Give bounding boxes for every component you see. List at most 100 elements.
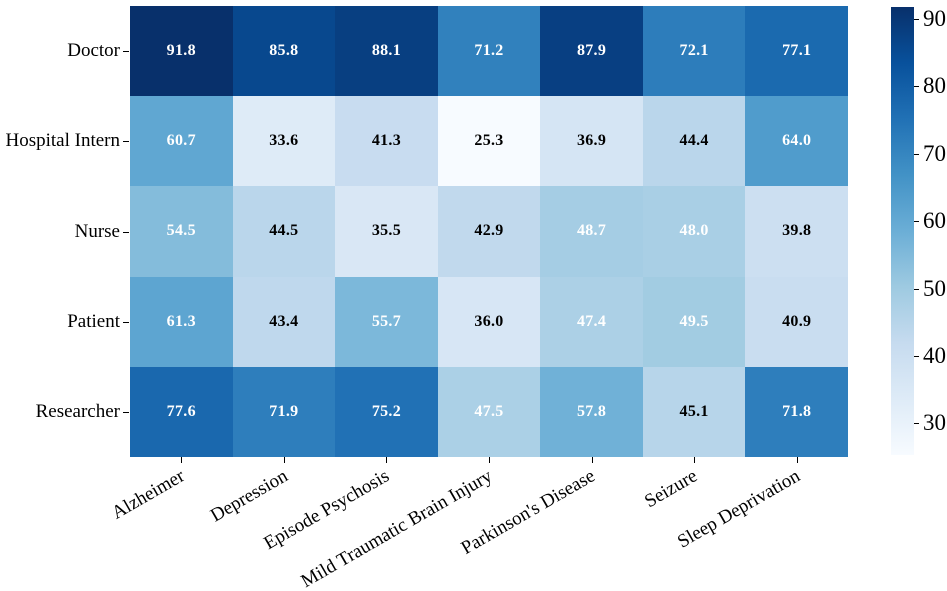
x-tick-label: Seizure <box>641 465 701 513</box>
cell-value: 77.6 <box>166 402 196 420</box>
heatmap-cell: 85.8 <box>232 6 336 97</box>
colorbar-tick-label: 40 <box>923 342 946 368</box>
cell-value: 77.1 <box>782 42 812 60</box>
heatmap-cell: 71.2 <box>437 6 541 97</box>
cell-value: 64.0 <box>782 132 812 150</box>
cell-value: 57.8 <box>576 402 607 420</box>
cell-value: 41.3 <box>371 132 402 150</box>
x-tick-mark <box>797 457 798 463</box>
cell-value: 87.9 <box>576 42 607 60</box>
colorbar-tick-mark <box>914 19 919 20</box>
cell-value: 88.1 <box>371 42 402 60</box>
heatmap-cell: 49.5 <box>642 276 746 367</box>
heatmap-cell: 75.2 <box>335 366 438 457</box>
heatmap-cell: 43.4 <box>232 276 336 367</box>
x-tick-mark <box>181 457 182 463</box>
colorbar-tick-mark <box>914 289 919 290</box>
cell-value: 72.1 <box>679 42 709 60</box>
heatmap-cell: 36.0 <box>437 276 541 367</box>
cell-value: 44.4 <box>679 132 709 150</box>
heatmap-cell: 64.0 <box>745 96 848 187</box>
colorbar-tick-label: 80 <box>923 73 946 99</box>
cell-value: 71.9 <box>269 402 299 420</box>
cell-value: 47.5 <box>474 402 504 420</box>
y-tick-mark <box>123 141 129 142</box>
x-tick-mark <box>592 457 593 463</box>
y-tick-mark <box>123 412 129 413</box>
colorbar-tick-label: 30 <box>923 410 946 436</box>
x-tick-mark <box>284 457 285 463</box>
cell-value: 49.5 <box>679 312 709 330</box>
heatmap-cell: 88.1 <box>335 6 438 97</box>
colorbar-tick-mark <box>914 221 919 222</box>
cell-value: 33.6 <box>269 132 299 150</box>
heatmap-cell: 72.1 <box>642 6 746 97</box>
y-tick-label: Researcher <box>35 400 120 422</box>
x-tick-mark <box>489 457 490 463</box>
heatmap-cell: 77.1 <box>745 6 848 97</box>
cell-value: 60.7 <box>166 132 196 150</box>
y-tick-label: Patient <box>67 310 120 332</box>
heatmap-cell: 87.9 <box>540 6 643 97</box>
cell-value: 54.5 <box>166 222 196 240</box>
cell-value: 25.3 <box>474 132 504 150</box>
heatmap-cell: 47.5 <box>437 366 541 457</box>
cell-value: 75.2 <box>371 402 402 420</box>
heatmap-cell: 45.1 <box>642 366 746 457</box>
colorbar-tick-mark <box>914 423 919 424</box>
cell-value: 55.7 <box>371 312 402 330</box>
x-tick-label: Alzheimer <box>108 465 188 524</box>
y-tick-label: Doctor <box>67 40 120 62</box>
heatmap-cell: 55.7 <box>335 276 438 367</box>
heatmap-cell: 77.6 <box>130 366 233 457</box>
heatmap-cell: 71.9 <box>232 366 336 457</box>
colorbar-tick-mark <box>914 154 919 155</box>
y-tick-mark <box>123 322 129 323</box>
y-tick-label: Hospital Intern <box>5 130 120 152</box>
heatmap-cell: 48.7 <box>540 186 643 277</box>
y-tick-mark <box>123 51 129 52</box>
cell-value: 61.3 <box>166 312 196 330</box>
cell-value: 71.2 <box>474 42 504 60</box>
heatmap-cell: 48.0 <box>642 186 746 277</box>
cell-value: 36.0 <box>474 312 504 330</box>
cell-value: 40.9 <box>782 312 812 330</box>
heatmap-cell: 41.3 <box>335 96 438 187</box>
heatmap-cell: 25.3 <box>437 96 541 187</box>
cell-value: 39.8 <box>782 222 812 240</box>
cell-value: 91.8 <box>166 42 196 60</box>
colorbar-gradient <box>891 7 914 455</box>
colorbar-tick-label: 60 <box>923 208 946 234</box>
y-tick-label: Nurse <box>74 220 120 242</box>
heatmap-cell: 57.8 <box>540 366 643 457</box>
cell-value: 42.9 <box>474 222 504 240</box>
x-tick-mark <box>386 457 387 463</box>
heatmap-cell: 40.9 <box>745 276 848 367</box>
heatmap-cell: 36.9 <box>540 96 643 187</box>
cell-value: 71.8 <box>782 402 812 420</box>
cell-value: 85.8 <box>269 42 299 60</box>
heatmap-cell: 42.9 <box>437 186 541 277</box>
cell-value: 35.5 <box>371 222 402 240</box>
heatmap-cell: 39.8 <box>745 186 848 277</box>
heatmap-cell: 61.3 <box>130 276 233 367</box>
heatmap-cell: 91.8 <box>130 6 233 97</box>
y-tick-mark <box>123 232 129 233</box>
heatmap-cell: 44.4 <box>642 96 746 187</box>
x-tick-mark <box>694 457 695 463</box>
x-tick-label: Mild Traumatic Brain Injury <box>297 465 496 591</box>
cell-value: 43.4 <box>269 312 299 330</box>
heatmap-cell: 33.6 <box>232 96 336 187</box>
cell-value: 47.4 <box>576 312 607 330</box>
cell-value: 48.0 <box>679 222 709 240</box>
colorbar-tick-label: 90 <box>923 6 946 32</box>
colorbar-tick-label: 70 <box>923 140 946 166</box>
cell-value: 36.9 <box>576 132 607 150</box>
colorbar-tick-label: 50 <box>923 275 946 301</box>
x-tick-label: Depression <box>206 465 291 527</box>
heatmap: 91.8 85.8 88.1 71.2 87.9 72.1 77.1 60.7 33.6 41.3… <box>130 6 848 457</box>
heatmap-cell: 54.5 <box>130 186 233 277</box>
cell-value: 44.5 <box>269 222 299 240</box>
heatmap-cell: 47.4 <box>540 276 643 367</box>
